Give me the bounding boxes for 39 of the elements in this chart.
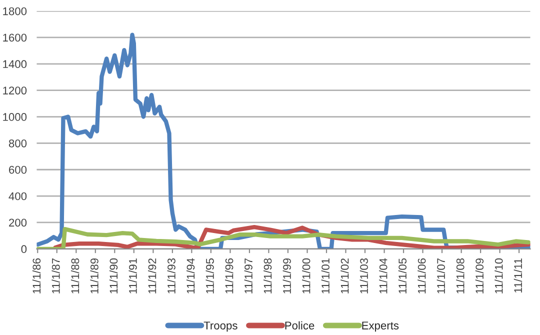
y-tick-label: 400 <box>8 192 27 200</box>
x-tick-label: 11/1/11 <box>514 258 522 293</box>
x-tick-label: 11/1/00 <box>302 258 310 294</box>
x-tick-label: 11/1/91 <box>128 258 137 294</box>
x-tick-label: 11/1/86 <box>32 258 41 294</box>
y-tick-label: 1200 <box>3 86 27 94</box>
x-tick-label: 11/1/03 <box>360 258 368 294</box>
x-tick-label: 11/1/96 <box>225 258 234 294</box>
x-tick-label: 11/1/02 <box>340 258 349 294</box>
y-tick-label: 600 <box>9 166 27 174</box>
x-tick-label: 11/1/92 <box>148 258 156 294</box>
x-tick-label: 11/1/07 <box>436 258 445 294</box>
y-tick-label: 1000 <box>3 113 27 121</box>
x-tick-label: 11/1/89 <box>90 258 98 294</box>
x-tick-label: 11/1/98 <box>264 258 272 294</box>
x-tick-label: 11/1/94 <box>186 258 195 294</box>
y-tick-label: 1400 <box>3 60 27 68</box>
y-tick-label: 1600 <box>3 34 27 42</box>
y-tick-label: 800 <box>8 139 27 148</box>
x-tick-label: 11/1/06 <box>418 258 426 294</box>
x-tick-label: 11/1/99 <box>282 258 291 294</box>
legend-label: Troops <box>204 322 238 332</box>
x-tick-label: 11/1/08 <box>456 258 464 294</box>
y-tick-label: 0 <box>21 245 27 254</box>
x-tick-label: 11/1/95 <box>206 258 214 294</box>
x-tick-label: 11/1/88 <box>70 258 80 294</box>
x-tick-label: 11/1/09 <box>475 258 484 294</box>
y-tick-label: 200 <box>9 218 27 227</box>
legend-label: Police <box>285 321 314 330</box>
x-tick-label: 11/1/90 <box>109 258 118 294</box>
x-tick-label: 11/1/87 <box>52 258 60 294</box>
y-tick-label: 1800 <box>3 7 27 16</box>
legend-label: Experts <box>362 322 399 332</box>
x-tick-label: 11/1/10 <box>494 258 503 294</box>
x-tick-label: 11/1/04 <box>379 258 388 294</box>
x-tick-label: 11/1/97 <box>244 258 252 294</box>
x-tick-label: 11/1/01 <box>321 258 330 294</box>
x-tick-label: 11/1/05 <box>398 258 407 294</box>
x-tick-label: 11/1/93 <box>167 258 176 294</box>
